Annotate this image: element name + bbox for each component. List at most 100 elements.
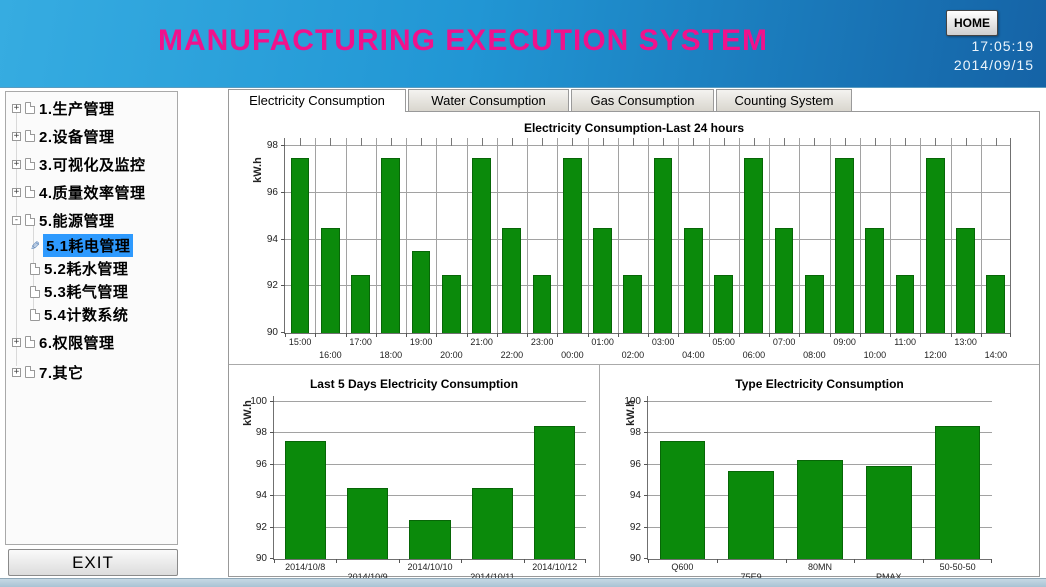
x-tick-label: 2014/10/12 [532,562,578,572]
y-tick-label: 92 [266,280,278,292]
expand-plus-icon[interactable]: + [12,158,21,169]
y-tick-label: 90 [266,327,278,338]
gridline-vertical [950,138,952,333]
chart-bar [347,488,389,559]
exit-button[interactable]: EXIT [8,549,178,576]
gridline-vertical [769,138,770,333]
clock-time: 17:05:19 [971,38,1034,54]
x-tick-label: 12:00 [924,350,947,360]
x-tick-mark [466,333,468,337]
x-tick-mark [920,333,922,337]
bar-center-tick [542,138,544,146]
tab-water-consumption[interactable]: Water Consumption [408,89,569,111]
sidebar-item-energy[interactable]: - 5.能源管理 [6,206,177,234]
gridline-vertical [587,138,589,333]
y-tick-label: 98 [266,140,278,151]
gridline-vertical [708,138,710,333]
y-tick-label: 94 [255,490,267,502]
expand-plus-icon[interactable]: + [12,102,21,113]
bar-center-tick [663,138,665,146]
y-tick-mark [281,145,285,146]
sidebar-item-counting[interactable]: 5.4计数系统 [6,303,177,326]
bar-center-tick [753,138,755,146]
bar-center-tick [723,138,725,146]
x-tick-label: 75E9 [740,572,762,582]
sidebar-item-visualization[interactable]: + 3.可视化及监控 [6,150,177,178]
x-tick-mark [461,559,463,563]
chart-bar [472,157,491,333]
expand-plus-icon[interactable]: + [12,366,21,377]
expand-plus-icon[interactable]: + [12,336,21,347]
bar-center-tick [390,138,392,146]
sidebar-item-other[interactable]: + 7.其它 [6,358,177,386]
clock: 17:05:19 2014/09/15 [954,37,1034,75]
expand-plus-icon[interactable]: + [12,130,21,141]
x-tick-label: 08:00 [803,350,826,360]
x-tick-mark [648,333,649,337]
expand-plus-icon[interactable]: + [12,186,21,197]
x-tick-label: 17:00 [349,337,372,347]
chart-bar [534,425,576,559]
gridline-vertical [345,138,347,333]
y-tick-label: 96 [629,458,641,470]
chart-type-consumption: Type Electricity Consumption kW.h 90 92 94… [600,365,1039,582]
sidebar-item-quality[interactable]: + 4.质量效率管理 [6,178,177,206]
y-tick-label: 90 [255,553,267,564]
x-tick-mark [678,333,680,337]
chart-title: Type Electricity Consumption [735,377,904,391]
plot-area: 90 92 94 96 98 100 Q600 75E9 80MN PMAX 50-50-50 [624,396,992,582]
x-tick-mark [587,333,589,337]
x-tick-label: 02:00 [621,350,645,360]
y-tick-mark [270,432,274,434]
y-tick-label: 92 [629,521,641,533]
bar-center-tick [300,138,302,146]
chart-bar [532,274,552,333]
bar-center-tick [572,138,574,146]
bar-center-tick [874,138,876,146]
x-tick-mark [336,559,338,563]
bar-center-tick [360,138,362,146]
document-icon [25,214,35,226]
gridline-vertical [678,138,680,333]
tab-gas-consumption[interactable]: Gas Consumption [571,89,714,111]
x-tick-mark [285,333,286,337]
gridline-horizontal [285,145,1010,146]
document-icon [25,102,35,114]
chart-bar [623,274,643,333]
gridline-vertical [859,138,861,333]
sidebar-item-permissions[interactable]: + 6.权限管理 [6,328,177,356]
gridline-vertical [799,138,801,333]
x-tick-label: 18:00 [379,350,403,360]
x-tick-mark [799,333,801,337]
x-tick-label: 10:00 [863,350,887,360]
x-tick-mark [991,559,992,563]
x-tick-mark [523,559,525,563]
tab-electricity-consumption[interactable]: Electricity Consumption [228,89,406,112]
bar-center-tick [935,138,937,146]
gridline-horizontal [648,432,992,434]
sidebar-item-gas-mgmt[interactable]: 5.3耗气管理 [6,280,177,303]
x-tick-mark [648,559,649,563]
gridline-horizontal [285,285,1010,287]
bar-center-tick [632,138,634,146]
chart-bar [441,274,461,333]
home-button[interactable]: HOME [946,10,998,36]
tab-counting-system[interactable]: Counting System [716,89,852,111]
y-tick-mark [270,401,274,402]
sidebar-item-electricity-mgmt[interactable]: ✎ 5.1耗电管理 [6,234,177,257]
sidebar-item-water-mgmt[interactable]: 5.2耗水管理 [6,257,177,280]
x-tick-mark [950,333,952,337]
chart-bar [866,466,912,559]
x-tick-mark [375,333,377,337]
gridline-vertical [890,138,891,333]
app-header: MANUFACTURING EXECUTION SYSTEM HOME 17:0… [0,0,1046,88]
sidebar-item-production[interactable]: + 1.生产管理 [6,94,177,122]
x-tick-mark [1010,333,1011,337]
x-tick-label: 07:00 [772,337,796,347]
gridline-vertical [496,138,498,333]
gridline-horizontal [274,432,586,434]
gridline-vertical [829,138,831,333]
sidebar-item-equipment[interactable]: + 2.设备管理 [6,122,177,150]
expand-minus-icon[interactable]: - [12,214,21,225]
y-tick-label: 94 [629,490,641,502]
